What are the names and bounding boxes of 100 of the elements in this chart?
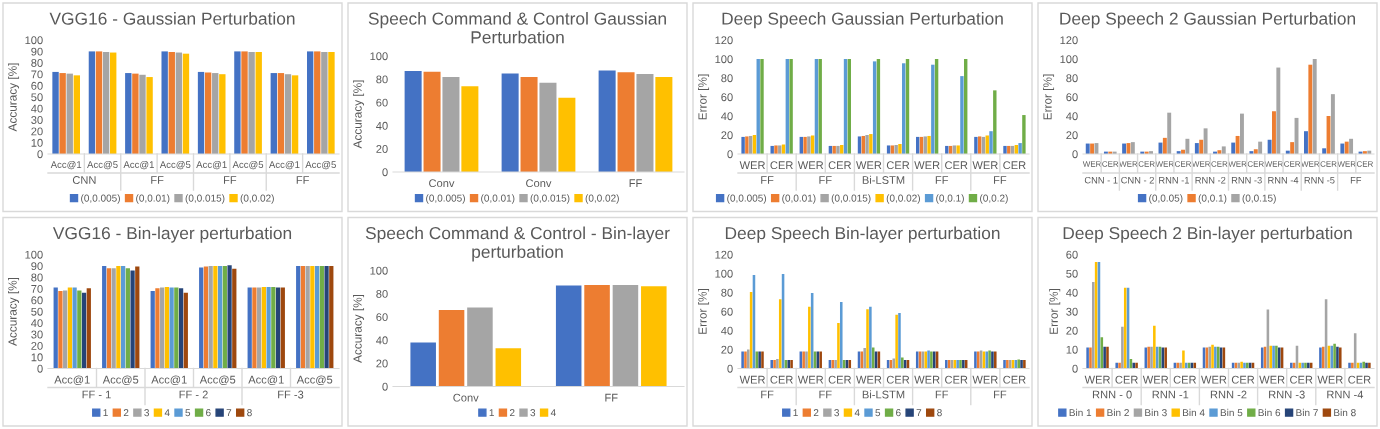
bar [52,71,59,154]
legend-label: 8 [247,409,252,417]
legend-label: 4 [854,409,860,417]
bar [789,59,793,154]
bar [102,51,110,154]
x-tick-label: Acc@5 [199,375,236,386]
bar [169,287,174,369]
bar [284,74,292,154]
y-tick-label: 40 [721,326,733,335]
bar [1003,145,1007,154]
bar [306,51,314,154]
text: FF -3 [278,390,304,399]
text: FF - 1 [82,390,111,399]
x-tick-label: CER [770,161,793,170]
bar [501,73,519,172]
bar [63,290,68,369]
bar [993,90,997,154]
bar [555,285,582,387]
bar [1022,115,1026,154]
y-tick-label: 100 [715,269,733,278]
bar [1121,326,1124,369]
bar [839,302,843,369]
text: CNN - 2 [1121,176,1154,184]
bar [956,145,960,154]
bar [213,265,218,369]
bar [160,287,165,369]
bar [271,286,276,369]
bar [77,290,82,369]
text: RNN -4 [1327,390,1364,399]
y-tick-label: 30 [31,116,43,124]
bar [314,265,320,369]
bar [219,74,226,154]
text: RNN -1 [1159,177,1190,184]
y-tick-label: 40 [31,104,43,113]
legend-label: 2 [813,409,819,417]
legend-label: (0,0.2) [980,194,1008,204]
y-tick-label: 20 [1066,131,1078,140]
bar [1330,94,1335,154]
bar [81,292,87,369]
bar [161,51,168,154]
bar [321,51,328,154]
y-tick-label: 80 [31,273,43,282]
y-tick-label: 50 [31,93,43,102]
bar [832,145,836,154]
bar [95,51,103,154]
legend-label: (0,0.15) [1242,194,1276,204]
legend-label: 3 [144,409,149,417]
legend-label: (0,0.01) [782,194,816,204]
y-tick-label: 90 [31,262,43,271]
y-tick-label: 70 [31,70,43,79]
bar [1162,137,1167,154]
bar [130,270,135,369]
bar [291,75,299,154]
bar [319,265,324,369]
text: RNN -1 [1152,390,1189,399]
bar [612,285,639,387]
bar [808,306,811,369]
y-tick-label: 100 [25,250,43,259]
bar [222,265,227,369]
bar [410,342,436,387]
bar [1153,325,1156,369]
bar [931,64,935,154]
bar [1239,113,1244,154]
y-tick-label: 20 [31,127,43,136]
text: RNN -2 [1210,390,1247,399]
legend-label: 2 [123,409,129,417]
bar [898,144,902,154]
bar [174,287,179,369]
y-tick-label: 60 [31,81,43,90]
chart-title: Deep Speech Bin-layer perturbation [725,226,1000,243]
y-tick-label: 10 [31,353,43,362]
y-tick-label: 100 [25,36,43,45]
y-tick-label: 0 [382,382,388,391]
bar [803,136,807,154]
bar [197,71,205,154]
legend-label: 5 [875,409,881,417]
bar [1272,111,1276,154]
y-tick-label: 60 [376,98,388,107]
y-tick-label: 60 [1066,250,1078,259]
bar [67,287,73,369]
y-tick-label: 0 [382,168,388,177]
bar [655,76,673,172]
chart-title: Deep Speech 2 Gaussian Perturbation [1060,12,1356,29]
y-tick-label: 90 [31,47,43,56]
y-axis-title: Error [%] [1049,289,1061,334]
y-tick-label: 30 [1066,307,1078,316]
bar [404,71,422,172]
x-tick-label: Conv [453,393,479,402]
y-tick-label: 100 [715,55,733,64]
bar [257,287,262,369]
x-tick-label: WER [914,375,940,384]
bar [1344,141,1349,154]
bar [203,266,209,369]
x-tick-label: WER [1259,375,1285,384]
bar [125,73,132,154]
chart-title: Deep Speech Gaussian Perturbation [722,12,1003,29]
bar [774,145,778,154]
legend-label: (0,0.015) [530,194,570,204]
bar [1094,143,1099,154]
bar [807,136,811,154]
